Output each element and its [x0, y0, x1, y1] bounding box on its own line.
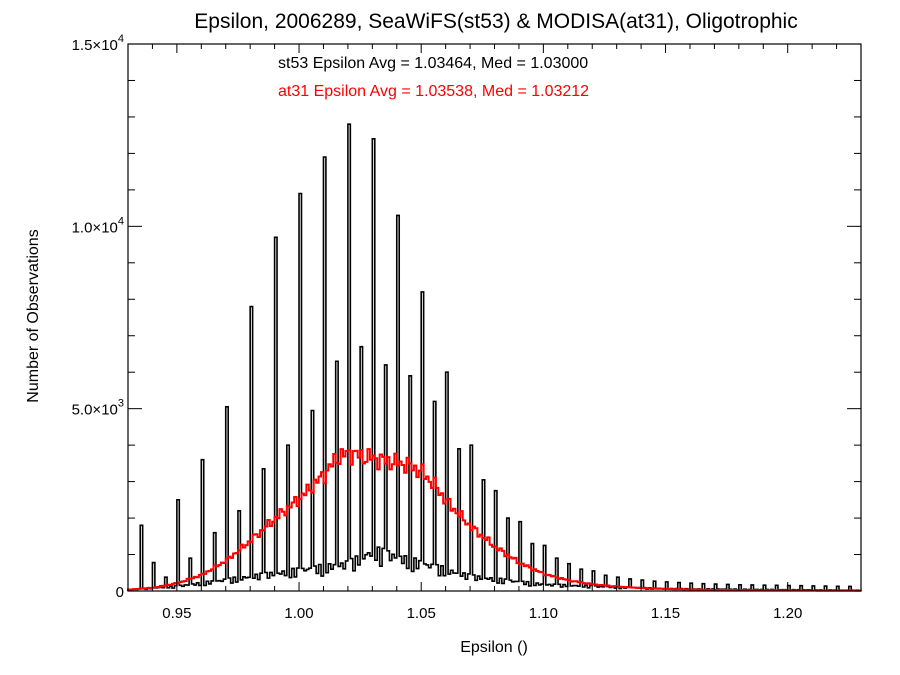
chart-title: Epsilon, 2006289, SeaWiFS(st53) & MODISA… — [194, 10, 797, 33]
histogram-at31 — [127, 448, 861, 592]
histogram-st53-outline — [127, 123, 862, 592]
y-tick-label: 1.5×104 — [72, 33, 124, 54]
x-axis-label: Epsilon () — [460, 639, 528, 656]
y-axis-label: Number of Observations — [25, 229, 42, 402]
x-tick-label: 1.05 — [407, 605, 436, 622]
x-tick-label: 0.95 — [162, 605, 191, 622]
y-tick-label: 5.0×103 — [72, 398, 124, 419]
x-axis: 0.95 1.00 1.05 1.10 1.15 1.20 — [127, 44, 862, 622]
x-tick-label: 1.20 — [773, 605, 802, 622]
histogram-at31-outline — [127, 448, 861, 592]
x-tick-label: 1.15 — [651, 605, 680, 622]
x-tick-label: 1.00 — [284, 605, 313, 622]
annotation-st53: st53 Epsilon Avg = 1.03464, Med = 1.0300… — [278, 55, 588, 72]
x-tick-label: 1.10 — [529, 605, 558, 622]
y-tick-label: 0 — [116, 584, 124, 601]
y-axis: 0 5.0×103 1.0×104 1.5×104 — [72, 33, 861, 601]
annotation-at31: at31 Epsilon Avg = 1.03538, Med = 1.0321… — [278, 83, 589, 100]
y-tick-label: 1.0×104 — [72, 215, 124, 236]
histogram-st53 — [127, 123, 862, 592]
